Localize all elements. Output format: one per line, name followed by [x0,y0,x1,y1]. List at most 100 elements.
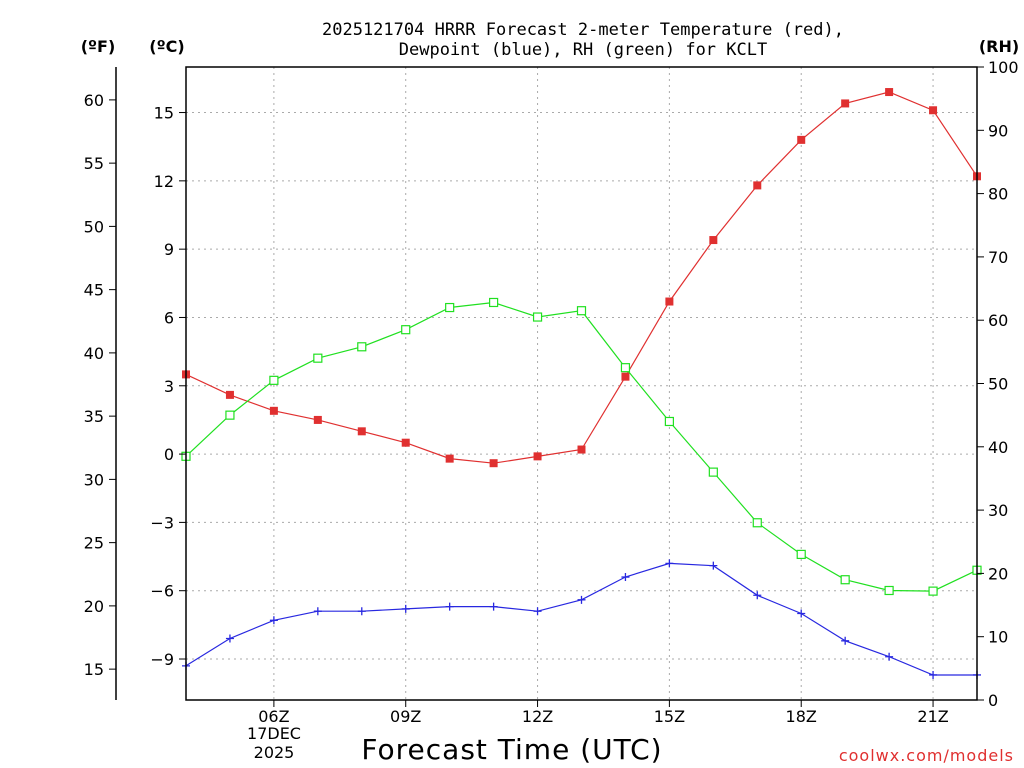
rh-tick-label: 30 [988,501,1008,520]
x-tick-label: 15Z [654,707,685,726]
rh-tick-label: 20 [988,564,1008,583]
temperature-point [533,452,542,461]
rh-tick-label: 80 [988,185,1008,204]
fahrenheit-tick-label: 40 [84,344,104,363]
fahrenheit-unit-label: (ºF) [81,37,116,56]
dewpoint-point [621,573,630,582]
x-axis-label: Forecast Time (UTC) [361,733,662,766]
axis-ticks: 06Z 09Z 12Z 15Z 18Z 21Z −9 −6 −3 0 3 6 9 12 15 15 20 25 30… [84,58,1019,726]
dewpoint-point [577,595,586,604]
rh-tick-label: 90 [988,121,1008,140]
temperature-point [929,106,938,115]
rh-tick-label: 60 [988,311,1008,330]
celsius-tick-label: 12 [154,172,174,191]
fahrenheit-tick-label: 45 [84,281,104,300]
temperature-point [489,459,498,468]
x-tick-label: 09Z [390,707,421,726]
temperature-point [225,390,234,399]
series-layer [181,88,982,679]
temperature-point [753,181,762,190]
temperature-point [797,135,806,144]
rh-point [225,410,235,420]
temperature-point [841,99,850,108]
rh-point [928,586,938,596]
source-credit: coolwx.com/models [839,746,1014,765]
rh-point [489,297,499,308]
rh-tick-label: 0 [988,691,998,710]
dewpoint-line [185,562,977,676]
chart-title-line-1: 2025121704 HRRR Forecast 2-meter Tempera… [322,20,844,40]
rh-point [401,325,411,335]
celsius-tick-label: 0 [164,445,174,464]
rh-point [313,353,323,363]
fahrenheit-tick-label: 15 [84,660,104,679]
celsius-tick-label: 15 [154,104,174,123]
temperature-point [313,415,322,424]
dewpoint-point [225,634,234,643]
plot-frame [185,66,978,701]
dewpoint-point [445,602,454,611]
date-year-label: 2025 [254,743,295,762]
rh-point [620,363,631,373]
celsius-tick-label: −6 [150,582,174,601]
dewpoint-point [269,616,278,625]
fahrenheit-tick-label: 55 [84,154,104,173]
fahrenheit-tick-label: 20 [84,597,104,616]
celsius-tick-label: 6 [164,308,174,327]
fahrenheit-tick-label: 35 [84,407,104,426]
celsius-tick-label: 9 [164,240,174,259]
dewpoint-point [753,591,762,600]
temperature-point [577,445,586,454]
rh-point [752,518,762,528]
temperature-point [621,372,630,381]
dewpoint-point [533,607,542,616]
fahrenheit-tick-label: 25 [84,534,104,553]
rh-point [884,585,894,596]
temperature-point [709,236,718,245]
rh-point [576,306,587,316]
rh-point [796,549,806,560]
dewpoint-point [665,559,674,568]
rh-point [840,575,850,585]
dewpoint-point [401,604,410,613]
rh-unit-label: (RH) [979,37,1019,56]
chart-title-line-2: Dewpoint (blue), RH (green) for KCLT [399,40,767,60]
rh-point [664,416,674,427]
temperature-point [357,427,366,436]
dewpoint-point [313,607,322,616]
temperature-point [269,406,278,415]
temperature-point [445,454,454,463]
temperature-point [665,297,674,306]
rh-tick-label: 50 [988,375,1008,394]
fahrenheit-tick-label: 50 [84,217,104,236]
rh-tick-label: 40 [988,438,1008,457]
fahrenheit-tick-label: 60 [84,91,104,110]
dewpoint-point [357,607,366,616]
date-day-label: 17DEC [247,724,301,743]
rh-point [445,302,455,313]
x-tick-label: 18Z [786,707,817,726]
celsius-tick-label: 3 [164,377,174,396]
dewpoint-point [929,670,938,679]
celsius-unit-label: (ºC) [149,37,184,56]
rh-point [269,375,279,385]
rh-point [532,312,543,322]
dewpoint-point [885,652,894,661]
dewpoint-point [489,602,498,611]
fahrenheit-tick-label: 30 [84,470,104,489]
temperature-line [185,91,978,464]
rh-point [357,342,367,352]
dewpoint-point [841,636,850,645]
celsius-tick-label: −3 [150,513,174,532]
grid-lines [186,67,977,700]
rh-point [708,467,718,477]
rh-tick-label: 70 [988,248,1008,267]
dewpoint-point [709,561,718,570]
celsius-tick-label: −9 [150,650,174,669]
temperature-point [885,88,894,97]
rh-tick-label: 10 [988,628,1008,647]
x-tick-label: 21Z [917,707,948,726]
temperature-point [401,438,410,447]
dewpoint-point [797,609,806,618]
